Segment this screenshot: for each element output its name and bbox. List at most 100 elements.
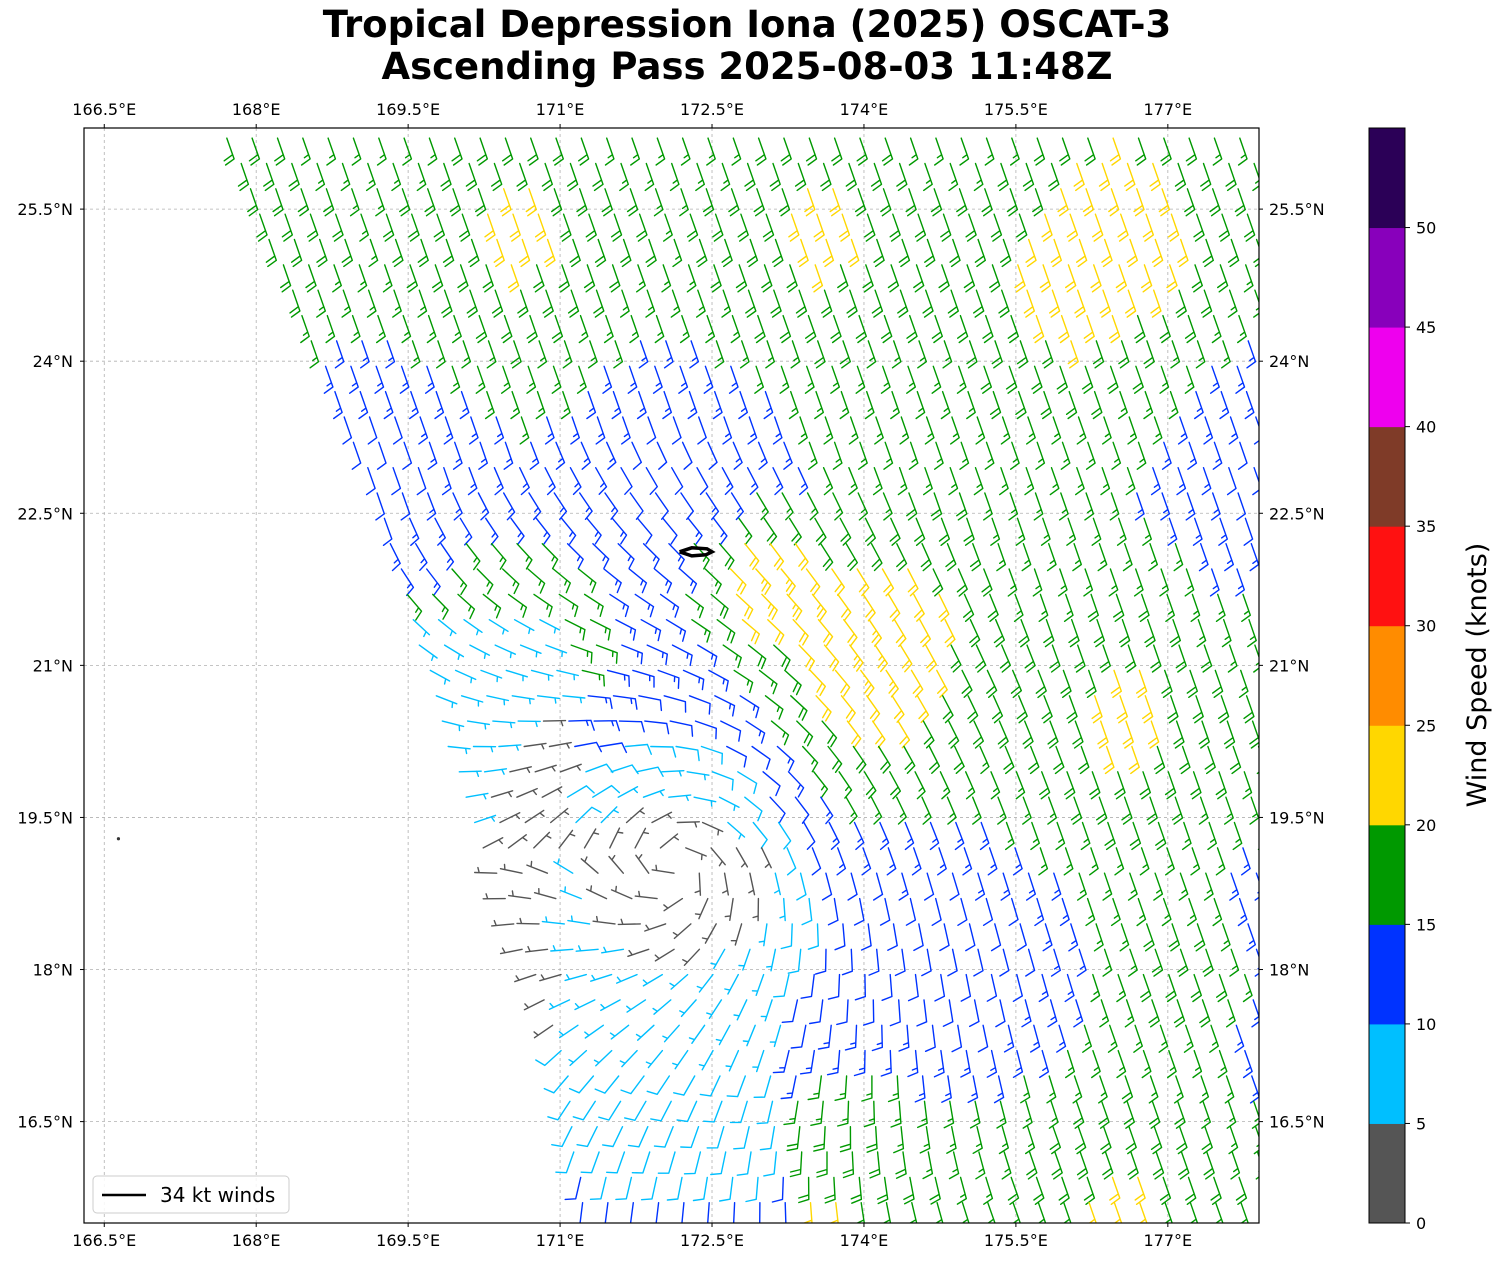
wind-barb — [738, 948, 751, 971]
wind-barb — [513, 619, 535, 635]
wind-barb — [530, 669, 554, 681]
wind-barb — [351, 441, 362, 470]
wind-barb — [551, 188, 563, 217]
wind-barb — [845, 543, 858, 571]
wind-barb — [890, 1100, 902, 1128]
wind-barb — [593, 289, 605, 318]
wind-barb — [1053, 745, 1065, 775]
wind-barb — [686, 213, 699, 242]
wind-barb — [1167, 1049, 1177, 1079]
wind-barb — [790, 340, 801, 369]
wind-barb — [248, 137, 261, 166]
wind-barb — [1141, 1049, 1152, 1079]
wind-barb — [1049, 644, 1061, 673]
wind-barb — [807, 923, 819, 950]
wind-barb — [424, 188, 436, 217]
wind-barb — [465, 162, 478, 192]
wind-barb — [1236, 492, 1246, 521]
wind-barb — [921, 796, 932, 825]
wind-barb — [744, 543, 760, 571]
wind-barb — [781, 492, 794, 521]
lat-tick-label-left: 24°N — [33, 352, 73, 371]
wind-barb — [1192, 1049, 1203, 1079]
wind-barb — [365, 162, 376, 192]
wind-barb — [864, 517, 876, 546]
legend-label-34kt: 34 kt winds — [160, 1183, 275, 1207]
wind-barb — [856, 137, 868, 166]
wind-barb — [629, 1202, 634, 1223]
wind-barb — [434, 517, 446, 546]
wind-barb — [1040, 517, 1051, 546]
wind-barb — [526, 365, 537, 394]
wind-barb — [711, 771, 734, 791]
wind-barb — [475, 188, 487, 217]
lat-tick-label-right: 18°N — [1269, 961, 1309, 980]
wind-barb — [425, 365, 435, 394]
wind-barb — [666, 1176, 683, 1201]
wind-barb — [494, 644, 516, 659]
lon-tick-label-bottom: 166.5°E — [72, 1231, 136, 1250]
colorbar-frame — [1368, 127, 1406, 1224]
wind-barb — [1221, 619, 1232, 648]
wind-barb — [1068, 923, 1079, 952]
wind-barb — [541, 543, 559, 570]
wind-barb — [545, 644, 568, 658]
wind-barb — [960, 973, 972, 1002]
wind-barb — [624, 743, 652, 755]
wind-barb — [1133, 1024, 1143, 1053]
wind-barb — [1104, 821, 1116, 851]
lat-tick-label-left: 22.5°N — [17, 504, 73, 523]
wind-barb — [1055, 821, 1066, 851]
wind-barb — [727, 821, 746, 840]
wind-barb — [1063, 593, 1074, 622]
wind-barb — [392, 289, 402, 318]
wind-barb — [735, 593, 754, 620]
wind-barb — [1189, 1202, 1199, 1223]
wind-barb — [441, 467, 452, 496]
wind-barb — [1063, 1202, 1072, 1223]
wind-barb — [441, 720, 465, 732]
wind-barb — [1152, 416, 1163, 445]
wind-barb — [602, 365, 613, 394]
wind-barb — [663, 213, 673, 242]
wind-barb — [1159, 1176, 1172, 1205]
wind-barb — [722, 644, 742, 669]
wind-barb — [651, 811, 673, 824]
wind-barb — [1023, 289, 1035, 318]
wind-barb — [813, 213, 825, 242]
wind-barb — [680, 492, 694, 520]
wind-barb — [842, 1151, 855, 1179]
wind-barb — [1176, 1126, 1188, 1155]
wind-barb — [570, 644, 593, 664]
lon-tick-label-top: 166.5°E — [72, 100, 136, 119]
wind-barb — [553, 858, 574, 874]
wind-barb — [986, 669, 998, 698]
wind-barb — [1034, 897, 1045, 927]
wind-barb — [755, 568, 772, 595]
wind-barb — [610, 213, 623, 242]
wind-barb — [297, 188, 310, 217]
wind-barb — [919, 619, 931, 648]
wind-barb — [1212, 441, 1223, 470]
wind-barb — [839, 390, 850, 420]
wind-barb — [756, 1100, 774, 1125]
wind-barb — [1109, 137, 1122, 166]
wind-barb — [957, 314, 969, 344]
wind-barb — [1226, 467, 1237, 496]
wind-barb — [426, 314, 437, 344]
wind-barb — [451, 137, 463, 166]
wind-barb — [1065, 1049, 1075, 1079]
wind-barb — [534, 213, 547, 242]
wind-barb — [990, 213, 1003, 242]
wind-barb — [1033, 314, 1045, 344]
wind-barb — [703, 1100, 723, 1123]
wind-barb — [751, 973, 765, 996]
wind-barb — [655, 1202, 660, 1223]
wind-barb — [558, 264, 570, 293]
wind-barb — [593, 720, 621, 732]
wind-barb — [987, 847, 998, 876]
wind-barb — [1192, 517, 1203, 546]
wind-barb — [974, 238, 986, 268]
wind-barb — [1216, 973, 1228, 1003]
wind-barb — [726, 745, 747, 768]
